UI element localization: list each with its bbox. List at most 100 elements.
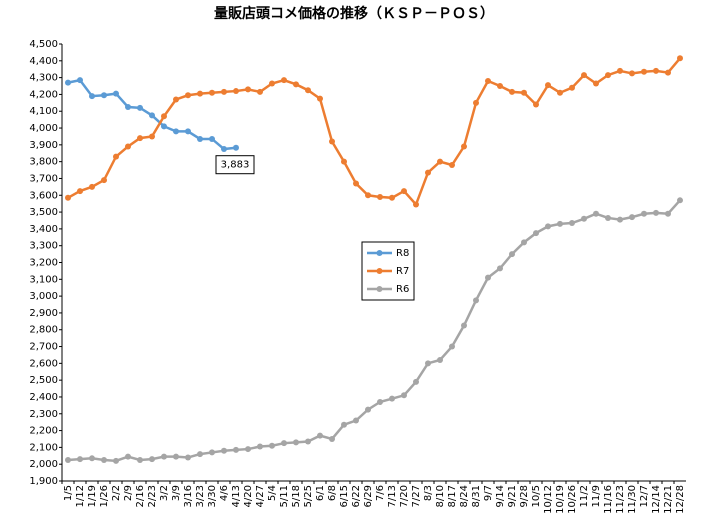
point bbox=[437, 158, 443, 165]
point bbox=[89, 183, 95, 190]
point bbox=[185, 454, 191, 461]
point bbox=[593, 210, 599, 217]
y-tick-label: 3,000 bbox=[29, 291, 58, 302]
point bbox=[149, 112, 155, 119]
y-tick-label: 2,700 bbox=[29, 342, 58, 353]
point bbox=[473, 99, 479, 106]
point bbox=[377, 193, 383, 200]
x-tick-label: 1/5 bbox=[63, 485, 74, 501]
point bbox=[329, 138, 335, 145]
y-tick-label: 4,000 bbox=[29, 123, 58, 134]
point bbox=[401, 392, 407, 399]
point bbox=[173, 96, 179, 103]
y-tick-label: 3,200 bbox=[29, 258, 58, 269]
point bbox=[257, 443, 263, 450]
x-tick-label: 10/12 bbox=[543, 485, 554, 514]
point bbox=[449, 343, 455, 350]
point bbox=[449, 162, 455, 169]
y-tick-label: 2,600 bbox=[29, 358, 58, 369]
point bbox=[533, 230, 539, 237]
x-tick-label: 12/14 bbox=[651, 485, 662, 514]
point bbox=[77, 188, 83, 195]
y-tick-label: 2,400 bbox=[29, 392, 58, 403]
point bbox=[497, 265, 503, 272]
point bbox=[161, 453, 167, 460]
y-tick-label: 3,500 bbox=[29, 207, 58, 218]
x-tick-label: 12/21 bbox=[663, 485, 674, 514]
point bbox=[665, 69, 671, 76]
point bbox=[281, 77, 287, 84]
point bbox=[413, 378, 419, 385]
point bbox=[305, 438, 311, 445]
point bbox=[113, 457, 119, 464]
y-tick-label: 4,500 bbox=[29, 39, 58, 50]
x-tick-label: 7/13 bbox=[387, 485, 398, 507]
x-tick-label: 1/19 bbox=[87, 485, 98, 507]
point bbox=[377, 399, 383, 406]
point bbox=[425, 169, 431, 176]
x-tick-label: 11/16 bbox=[603, 485, 614, 514]
point bbox=[581, 72, 587, 79]
x-tick-label: 6/8 bbox=[327, 485, 338, 501]
x-tick-label: 6/1 bbox=[315, 485, 326, 501]
x-tick-label: 4/27 bbox=[255, 485, 266, 507]
y-tick-label: 4,400 bbox=[29, 56, 58, 67]
x-tick-label: 2/2 bbox=[111, 485, 122, 501]
point bbox=[125, 104, 131, 111]
point bbox=[341, 421, 347, 428]
x-tick-label: 8/17 bbox=[447, 485, 458, 507]
x-tick-label: 6/15 bbox=[339, 485, 350, 507]
x-tick-label: 9/14 bbox=[495, 485, 506, 507]
point bbox=[569, 220, 575, 227]
x-tick-label: 9/21 bbox=[507, 485, 518, 507]
point bbox=[161, 113, 167, 120]
y-tick-label: 3,100 bbox=[29, 274, 58, 285]
point bbox=[185, 128, 191, 135]
point bbox=[209, 89, 215, 96]
y-tick-label: 3,300 bbox=[29, 241, 58, 252]
x-tick-label: 12/28 bbox=[675, 485, 686, 514]
annotation-box bbox=[215, 155, 255, 175]
point bbox=[89, 455, 95, 462]
point bbox=[245, 86, 251, 93]
point bbox=[125, 453, 131, 460]
point bbox=[521, 89, 527, 96]
point bbox=[317, 95, 323, 102]
legend-marker bbox=[376, 250, 383, 256]
x-tick-label: 10/19 bbox=[555, 485, 566, 514]
x-tick-label: 11/30 bbox=[627, 485, 638, 514]
x-tick-label: 3/30 bbox=[207, 485, 218, 507]
x-tick-label: 12/7 bbox=[639, 485, 650, 507]
point bbox=[209, 449, 215, 456]
point bbox=[413, 201, 419, 208]
legend-label: R8 bbox=[396, 248, 409, 259]
point bbox=[641, 210, 647, 217]
point bbox=[113, 153, 119, 160]
annotation: 3,883 bbox=[221, 160, 250, 171]
point bbox=[557, 220, 563, 227]
y-tick-label: 3,900 bbox=[29, 140, 58, 151]
point bbox=[269, 442, 275, 449]
point bbox=[509, 88, 515, 95]
point bbox=[173, 128, 179, 135]
point bbox=[521, 239, 527, 246]
legend-label: R7 bbox=[396, 266, 409, 277]
point bbox=[653, 209, 659, 216]
x-tick-label: 3/9 bbox=[171, 485, 182, 501]
point bbox=[461, 322, 467, 329]
point bbox=[545, 223, 551, 230]
y-tick-label: 4,200 bbox=[29, 89, 58, 100]
y-tick-label: 2,900 bbox=[29, 308, 58, 319]
series-line bbox=[67, 57, 681, 207]
y-tick-label: 2,000 bbox=[29, 459, 58, 470]
point bbox=[329, 435, 335, 442]
x-tick-label: 4/6 bbox=[219, 485, 230, 501]
y-tick-label: 2,800 bbox=[29, 325, 58, 336]
point bbox=[125, 143, 131, 150]
x-tick-label: 8/10 bbox=[435, 485, 446, 507]
point bbox=[89, 93, 95, 100]
point bbox=[293, 439, 299, 446]
point bbox=[437, 356, 443, 363]
y-tick-label: 4,100 bbox=[29, 106, 58, 117]
